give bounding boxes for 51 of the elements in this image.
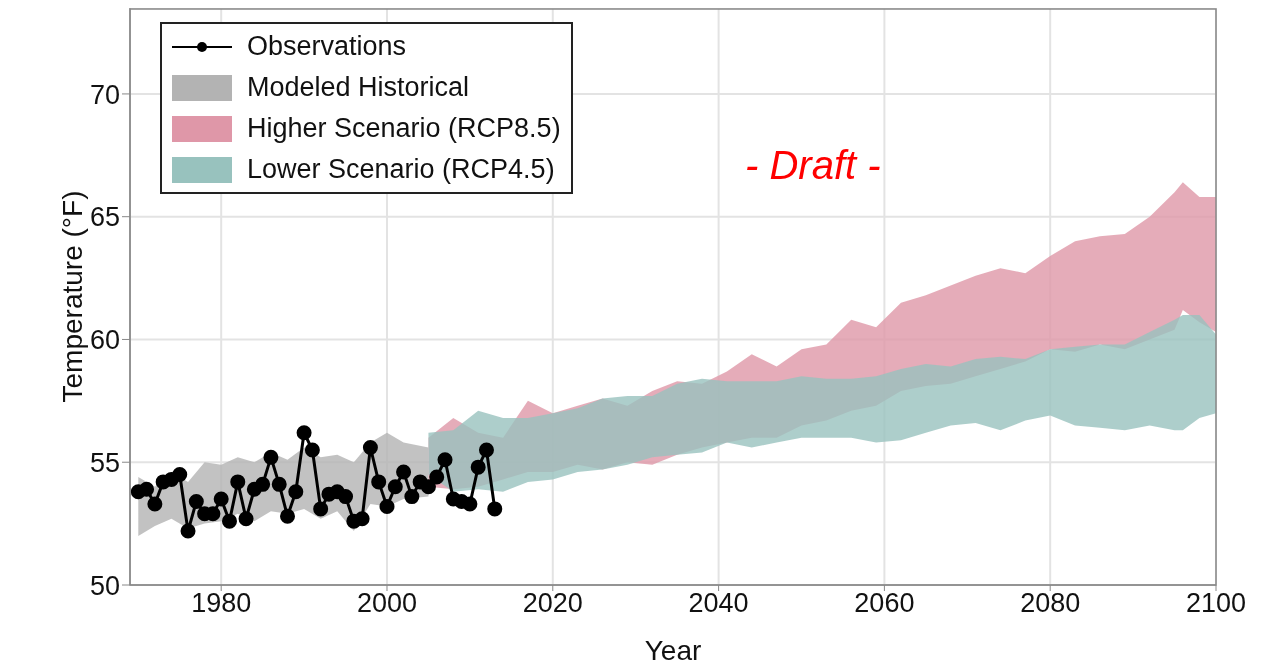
point — [387, 479, 403, 495]
point — [487, 501, 503, 517]
point — [354, 511, 370, 527]
point — [230, 474, 246, 490]
x-tick-label: 2040 — [688, 588, 749, 619]
point — [304, 442, 320, 458]
point — [396, 464, 412, 480]
point — [420, 479, 436, 495]
point — [404, 489, 420, 505]
x-tick-label: 2080 — [1020, 588, 1081, 619]
point — [429, 469, 445, 485]
x-tick-label: 1980 — [191, 588, 252, 619]
legend-label: Lower Scenario (RCP4.5) — [247, 154, 555, 185]
point — [470, 459, 486, 475]
point — [296, 425, 312, 441]
x-tick-label: 2060 — [854, 588, 915, 619]
annotation: - Draft - — [745, 143, 881, 188]
point — [437, 452, 453, 468]
point — [188, 494, 204, 510]
point — [462, 496, 478, 512]
y-tick-label: 50 — [89, 570, 120, 601]
point — [379, 498, 395, 514]
point — [271, 476, 287, 492]
point — [139, 481, 155, 497]
point — [371, 474, 387, 490]
point — [255, 476, 271, 492]
point — [213, 491, 229, 507]
point — [288, 484, 304, 500]
x-tick-label: 2100 — [1185, 588, 1247, 619]
legend-label: Modeled Historical — [247, 72, 470, 103]
x-tick-label: 2020 — [522, 588, 583, 619]
point — [313, 501, 329, 517]
point — [263, 449, 279, 465]
y-tick-label: 55 — [89, 447, 120, 478]
point — [338, 489, 354, 505]
point — [280, 508, 296, 524]
x-tick-label: 2000 — [356, 588, 418, 619]
legend-label: Observations — [247, 31, 407, 62]
point — [478, 442, 494, 458]
point — [180, 523, 196, 539]
x-axis-title: Year — [644, 635, 702, 666]
y-tick-label: 65 — [89, 202, 120, 233]
y-axis-title: Temperature (°F) — [56, 190, 88, 403]
legend-label: Higher Scenario (RCP8.5) — [247, 113, 561, 144]
point — [172, 467, 188, 483]
point — [221, 513, 237, 529]
point — [238, 511, 254, 527]
point — [147, 496, 163, 512]
y-tick-label: 60 — [89, 325, 120, 356]
point — [362, 440, 378, 455]
y-tick-label: 70 — [89, 79, 120, 110]
